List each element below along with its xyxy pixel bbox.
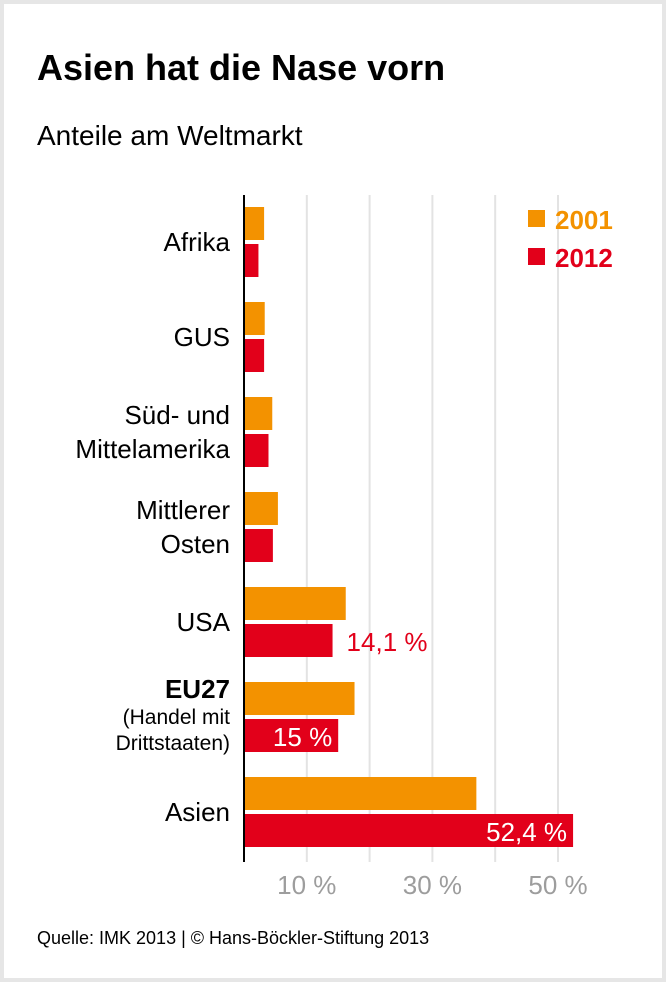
category-label: Süd- und bbox=[124, 400, 230, 430]
bar-2001 bbox=[245, 777, 477, 810]
x-tick-label: 10 % bbox=[277, 870, 336, 900]
bar-2012 bbox=[245, 529, 273, 562]
chart-page: Asien hat die Nase vorn Anteile am Weltm… bbox=[4, 4, 662, 978]
bar-2001 bbox=[245, 492, 278, 525]
bar-2001 bbox=[245, 397, 273, 430]
bar-2001 bbox=[245, 302, 265, 335]
data-label: 14,1 % bbox=[347, 627, 428, 657]
category-label: Asien bbox=[165, 797, 230, 827]
bar-2012 bbox=[245, 814, 574, 847]
legend-swatch-2012 bbox=[528, 248, 545, 265]
x-tick-label: 50 % bbox=[528, 870, 587, 900]
category-label: Drittstaaten) bbox=[116, 732, 230, 755]
category-label: Mittlerer bbox=[136, 495, 230, 525]
category-label: Afrika bbox=[164, 227, 231, 257]
bar-chart: Asien hat die Nase vorn Anteile am Weltm… bbox=[37, 47, 613, 948]
source-footer: Quelle: IMK 2013 | © Hans-Böckler-Stiftu… bbox=[37, 928, 429, 948]
chart-title: Asien hat die Nase vorn bbox=[37, 47, 445, 88]
category-label: USA bbox=[177, 607, 231, 637]
x-tick-label: 30 % bbox=[403, 870, 462, 900]
category-label: (Handel mit bbox=[123, 706, 231, 729]
bar-2001 bbox=[245, 587, 346, 620]
bar-2001 bbox=[245, 682, 355, 715]
data-label: 15 % bbox=[273, 722, 332, 752]
category-label: GUS bbox=[174, 322, 230, 352]
data-label: 52,4 % bbox=[486, 817, 567, 847]
category-label: EU27 bbox=[165, 674, 230, 704]
bar-2001 bbox=[245, 207, 265, 240]
legend-label-2001: 2001 bbox=[555, 205, 613, 235]
bar-2012 bbox=[245, 244, 259, 277]
chart-subtitle: Anteile am Weltmarkt bbox=[37, 120, 303, 151]
category-label: Osten bbox=[161, 529, 230, 559]
legend-label-2012: 2012 bbox=[555, 243, 613, 273]
bar-2012 bbox=[245, 719, 339, 752]
bar-2012 bbox=[245, 624, 333, 657]
legend-swatch-2001 bbox=[528, 210, 545, 227]
bar-2012 bbox=[245, 339, 265, 372]
category-label: Mittelamerika bbox=[75, 434, 230, 464]
bar-2012 bbox=[245, 434, 269, 467]
